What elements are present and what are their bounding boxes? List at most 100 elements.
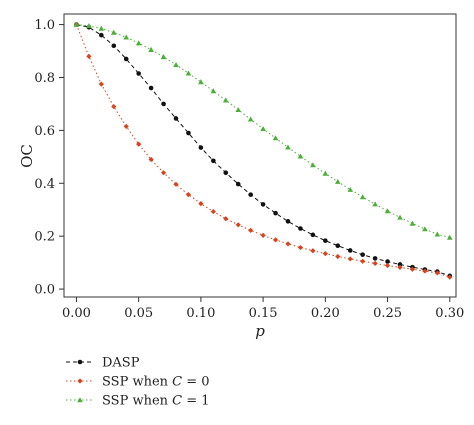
data-point [99,32,104,38]
data-point [260,232,266,238]
data-point [235,106,242,112]
data-point [397,262,403,267]
data-point [123,34,130,40]
data-point [272,237,279,243]
y-tick-label: 0.6 [34,124,55,139]
plot-frame [63,13,457,298]
data-point [173,116,179,121]
series-layer [73,21,453,280]
data-point [248,192,253,197]
legend: DASP SSP when C = 0 SSP when C = 1 [66,356,210,409]
data-point [322,170,329,176]
data-point [335,253,341,260]
legend-swatch-marker [77,378,83,384]
data-point [359,194,366,200]
x-tick-label: 0.30 [435,306,464,321]
data-point [160,170,167,176]
data-point [285,144,291,150]
data-point [446,234,453,240]
series-line [76,24,450,277]
data-point [422,226,428,232]
data-point [111,103,117,110]
data-point [409,220,416,226]
data-point [322,251,328,257]
x-tick-label: 0.25 [373,306,402,321]
data-point [160,54,167,60]
legend-entry-2: SSP when C = 0 [66,375,210,390]
data-point [260,125,266,132]
series-3 [73,21,453,240]
data-point [372,256,378,261]
data-point [248,227,254,233]
data-point [360,258,366,264]
x-tick-label: 0.10 [186,306,215,321]
legend-entry-3: SSP when C = 1 [66,394,210,409]
data-point [384,262,391,269]
legend-label: SSP when C = 1 [102,394,210,409]
data-point [384,208,391,214]
data-point [247,116,254,122]
data-point [98,25,105,31]
x-axis-title: p [255,322,265,340]
data-point [148,46,154,52]
data-point [110,29,117,35]
y-tick-label: 0.8 [34,71,55,86]
series-2 [73,21,453,280]
legend-label: SSP when C = 0 [102,375,210,390]
data-point [173,181,179,187]
data-point [422,268,428,274]
data-point [323,238,328,243]
data-point [397,264,403,270]
data-point [173,61,179,68]
data-point [223,170,229,175]
data-point [136,71,141,76]
data-point [360,252,365,257]
x-tick-label: 0.15 [249,306,278,321]
data-point [111,43,117,49]
y-tick-label: 0.2 [34,230,55,245]
data-point [148,85,154,91]
data-point [285,241,291,247]
data-point [260,202,266,207]
data-point [310,162,316,168]
data-point [310,248,316,254]
data-point [335,243,341,248]
data-point [86,23,92,29]
legend-swatch-marker [77,359,83,365]
data-point [186,130,191,136]
data-point [198,201,204,207]
data-point [185,70,192,76]
legend-entry-1: DASP [66,356,140,371]
data-point [185,192,192,198]
data-point [347,248,353,253]
data-point [372,260,378,267]
data-point [235,181,241,187]
data-point [372,201,378,207]
data-point [385,259,390,264]
data-point [347,186,354,192]
data-point [210,88,217,94]
data-point [210,208,216,215]
series-line [75,24,450,278]
data-point [198,145,204,150]
data-point [272,135,279,141]
y-axis: 0.0 0.2 0.4 0.6 0.8 1.0 [34,18,64,298]
data-point [285,219,291,224]
data-point [211,158,216,164]
data-point [123,123,129,130]
data-point [297,244,304,251]
data-point [297,153,304,159]
data-point [98,81,104,87]
data-point [235,222,241,228]
data-point [161,101,166,107]
data-point [347,256,353,262]
data-point [298,226,303,231]
y-tick-label: 0.0 [34,283,55,298]
x-tick-label: 0.20 [311,306,340,321]
x-tick-label: 0.00 [62,306,91,321]
data-point [198,79,204,85]
data-point [434,231,441,237]
y-tick-label: 0.4 [34,177,55,192]
data-point [86,53,92,59]
data-point [223,216,229,222]
